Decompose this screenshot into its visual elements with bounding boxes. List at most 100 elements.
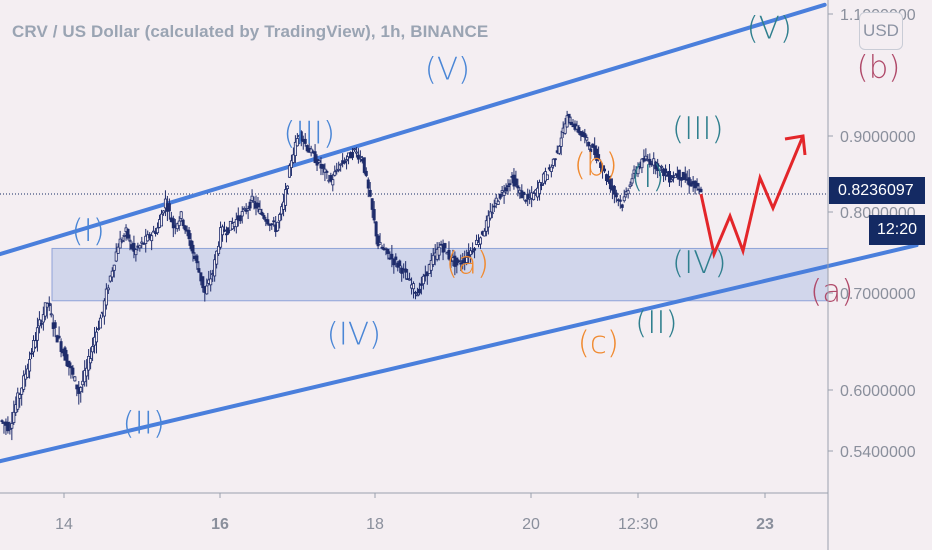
candle [677, 169, 681, 186]
candle [417, 282, 421, 296]
candle [469, 247, 473, 263]
candle [333, 165, 337, 177]
candle [270, 223, 274, 230]
candle [161, 210, 165, 216]
candle [526, 188, 530, 207]
candle [282, 193, 286, 217]
candle [354, 147, 358, 158]
candle [457, 259, 461, 264]
candle [471, 242, 475, 255]
candle [488, 203, 492, 221]
candle [102, 298, 106, 325]
candle [181, 218, 185, 229]
candle [323, 163, 327, 182]
candle [295, 133, 299, 147]
candle [20, 387, 24, 406]
candle [699, 186, 703, 193]
wave-label: (V) [747, 10, 792, 46]
candle [392, 258, 396, 274]
candle [502, 184, 506, 204]
candle [55, 334, 59, 343]
candle [366, 177, 370, 198]
channel-upper-line[interactable] [0, 2, 827, 257]
candle [108, 275, 112, 283]
time-tick-label: 16 [211, 516, 229, 533]
candle [608, 175, 612, 193]
candle [585, 134, 589, 147]
candle [339, 163, 343, 172]
candle [112, 264, 116, 278]
candle [358, 150, 362, 163]
candle [478, 236, 482, 250]
candle [106, 284, 110, 295]
candle [618, 194, 622, 209]
candle [465, 249, 469, 266]
candle [522, 191, 526, 201]
candle [644, 148, 648, 162]
candle [299, 130, 303, 147]
candle [39, 319, 43, 329]
candle [79, 386, 83, 403]
candle [187, 227, 191, 246]
candle [689, 179, 693, 187]
candle [134, 248, 138, 262]
candle [209, 270, 213, 292]
wave-label: (III) [283, 116, 335, 152]
candle [412, 281, 416, 299]
candle [215, 250, 219, 269]
candle [89, 347, 93, 370]
candle [614, 189, 618, 203]
candle [567, 113, 571, 124]
candle [583, 128, 587, 144]
wave-label: (III) [672, 111, 724, 147]
candle [8, 421, 12, 435]
candle [289, 154, 293, 176]
candle [532, 191, 536, 201]
candle [667, 164, 671, 187]
candle [500, 186, 504, 198]
candle [528, 189, 532, 205]
candle [126, 228, 130, 241]
candle [482, 228, 486, 237]
candle [345, 155, 349, 170]
candle [612, 184, 616, 204]
candle [687, 169, 691, 194]
candle [545, 174, 549, 180]
candle [0, 419, 4, 425]
wave-label: (II) [123, 406, 165, 442]
candle [597, 146, 601, 162]
candle [577, 124, 581, 136]
candle [242, 206, 246, 212]
candle [278, 212, 282, 229]
candle [398, 259, 402, 273]
candle [256, 196, 260, 213]
projection-path[interactable] [699, 135, 805, 260]
channel-lower-line[interactable] [0, 243, 919, 471]
candle [599, 159, 603, 173]
candle [63, 345, 67, 361]
chart-title: CRV / US Dollar (calculated by TradingVi… [12, 22, 489, 41]
candle [380, 244, 384, 250]
wave-label: (b) [856, 49, 900, 85]
candle [408, 272, 412, 281]
candle [664, 164, 668, 181]
candle [238, 214, 242, 224]
candle [587, 141, 591, 150]
time-tick-label: 23 [756, 516, 774, 533]
candle [234, 212, 238, 234]
candle [557, 144, 561, 155]
candle [167, 198, 171, 220]
candle [303, 133, 307, 147]
wave-label: (IV) [672, 245, 727, 281]
candle [33, 332, 37, 349]
candle [98, 314, 102, 329]
time-tick-label: 12:30 [618, 516, 658, 533]
candle [41, 306, 45, 331]
candle [171, 215, 175, 238]
candle [419, 276, 423, 295]
candle [280, 203, 284, 221]
currency-button[interactable]: USD [859, 12, 903, 50]
candle [16, 387, 20, 413]
